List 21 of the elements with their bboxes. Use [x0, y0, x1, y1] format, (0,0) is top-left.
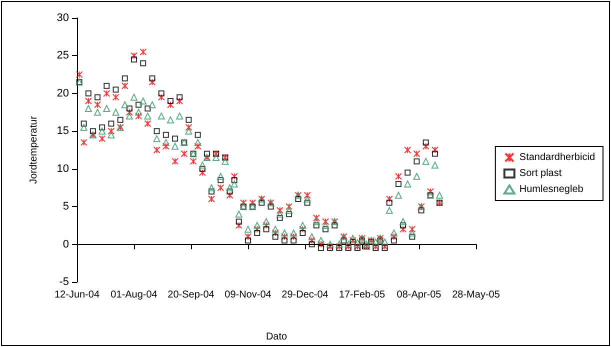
y-tick-label: 30: [56, 12, 69, 24]
x-tick-label: 09-Nov-04: [224, 290, 272, 300]
y-tick-label: 25: [56, 50, 69, 62]
x-axis-title: Dato: [266, 332, 288, 342]
y-tick-label: 15: [56, 125, 69, 138]
y-axis-title: Jordtemperatur: [28, 115, 40, 184]
y-tick-label: -5: [59, 276, 69, 288]
legend-label: Standardherbicid: [519, 152, 596, 163]
x-tick-label: 28-May-05: [452, 290, 500, 300]
x-tick-label: 17-Feb-05: [338, 290, 386, 300]
y-tick-label: 10: [56, 162, 69, 175]
x-tick-label: 29-Dec-04: [282, 290, 329, 300]
x-tick-label: 20-Sep-04: [168, 290, 215, 300]
x-tick-label: 01-Aug-04: [110, 290, 158, 300]
x-tick-label: 08-Apr-05: [396, 290, 442, 300]
legend-label: Sort plast: [519, 168, 562, 179]
x-tick-label: 12-Jun-04: [54, 290, 100, 300]
legend-label: Humlesnegleb: [519, 184, 584, 195]
y-tick-label: 0: [62, 238, 69, 250]
y-tick-label: 5: [62, 200, 69, 213]
y-tick-label: 20: [56, 87, 69, 100]
